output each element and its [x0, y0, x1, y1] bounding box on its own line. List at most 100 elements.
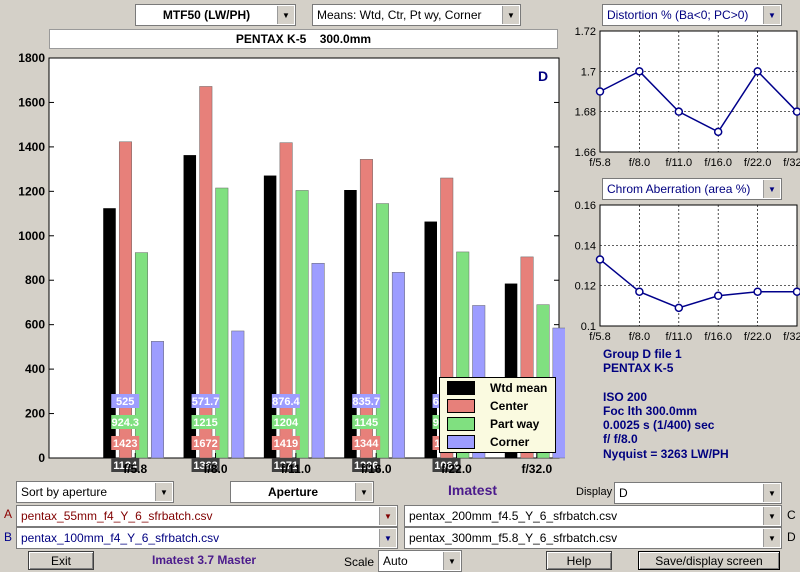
file-d-value: pentax_300mm_f5.8_Y_6_sfrbatch.csv: [409, 531, 618, 545]
image-info: Group D file 1 PENTAX K-5 ISO 200 Foc lt…: [603, 347, 729, 461]
x-tick-label: f/8.0: [629, 157, 650, 169]
y-tick-label: 400: [25, 362, 45, 376]
y-tick-label: 800: [25, 273, 45, 287]
data-point: [595, 87, 605, 96]
data-label: 1419: [274, 438, 298, 450]
file-c-value: pentax_200mm_f4.5_Y_6_sfrbatch.csv: [409, 509, 618, 523]
data-label: 1204: [274, 417, 299, 429]
data-point: [674, 107, 684, 116]
bar: [231, 330, 245, 459]
y-tick-label: 0.1: [581, 321, 596, 333]
x-tick-label: f/16.0: [361, 462, 392, 476]
x-tick-label: f/22.0: [441, 462, 472, 476]
file-a-select[interactable]: pentax_55mm_f4_Y_6_sfrbatch.csv ▼: [16, 505, 398, 527]
info-line: f/ f/8.0: [603, 432, 638, 447]
y-tick-label: 1400: [18, 140, 45, 154]
data-label-bg: [111, 458, 140, 472]
version-label: Imatest 3.7 Master: [152, 553, 257, 567]
data-label: 1672: [193, 438, 217, 450]
chevron-down-icon: ▼: [379, 529, 396, 547]
bar: [118, 141, 132, 459]
bar: [183, 155, 197, 458]
data-label: 571.7: [192, 396, 220, 408]
display-label: Display: [576, 486, 613, 498]
info-line: Foc lth 300.0mm: [603, 403, 698, 418]
info-line: [603, 376, 729, 390]
info-line: ISO 200: [603, 389, 648, 404]
legend-label-part: Part way: [490, 417, 540, 431]
y-tick-label: 200: [25, 407, 45, 421]
bar: [344, 190, 357, 458]
chart-title-box: PENTAX K-5 300.0mm: [49, 29, 558, 49]
y-tick-label: 0.14: [575, 240, 596, 252]
file-d-select[interactable]: pentax_300mm_f5.8_Y_6_sfrbatch.csv ▼: [404, 527, 782, 549]
info-line: 0.0025 s (1/400) sec: [603, 418, 715, 433]
sort-select[interactable]: Sort by aperture ▼: [16, 481, 174, 503]
data-label: 525: [116, 396, 134, 408]
x-tick-label: f/22.0: [744, 331, 772, 343]
chevron-down-icon: ▼: [379, 507, 396, 525]
file-c-select[interactable]: pentax_200mm_f4.5_Y_6_sfrbatch.csv ▼: [404, 505, 782, 527]
data-point: [713, 127, 723, 137]
data-point: [595, 255, 605, 264]
chevron-down-icon: ▼: [155, 483, 172, 501]
chevron-down-icon: ▼: [763, 507, 780, 525]
file-a-value: pentax_55mm_f4_Y_6_sfrbatch.csv: [21, 509, 213, 523]
chevron-down-icon: ▼: [443, 552, 460, 570]
ca-select[interactable]: Chrom Aberration (area %) ▼: [602, 178, 782, 200]
exit-button[interactable]: Exit: [28, 551, 94, 570]
chevron-down-icon: ▼: [355, 483, 372, 501]
metric-select[interactable]: MTF50 (LW/PH) ▼: [135, 4, 296, 26]
chevron-down-icon: ▼: [763, 484, 780, 502]
chart-legend: Wtd mean Center Part way Corner: [439, 377, 556, 453]
distortion-select[interactable]: Distortion % (Ba<0; PC>0) ▼: [602, 4, 782, 26]
data-label: 1363: [193, 460, 217, 472]
file-d-label: D: [787, 530, 796, 544]
data-point: [635, 287, 644, 296]
data-point: [674, 303, 684, 313]
legend-swatch-center: [447, 399, 475, 413]
x-tick-label: f/11.0: [281, 462, 311, 476]
x-tick-label: f/8.0: [629, 331, 650, 343]
scale-label: Scale: [344, 555, 375, 569]
y-tick-label: 0.12: [575, 281, 596, 293]
bar: [391, 272, 405, 459]
means-select[interactable]: Means: Wtd, Ctr, Pt wy, Corner ▼: [312, 4, 521, 26]
data-point: [753, 67, 762, 76]
save-display-button[interactable]: Save/display screen: [638, 551, 780, 570]
data-label: 924.3: [111, 417, 139, 429]
help-button[interactable]: Help: [546, 551, 612, 570]
x-tick-label: f/32.0: [521, 462, 552, 476]
scale-select[interactable]: Auto ▼: [378, 550, 462, 572]
bar: [311, 262, 325, 459]
metric-select-value: MTF50 (LW/PH): [162, 8, 251, 22]
plot-area: [599, 30, 798, 153]
x-tick-label: f/8.0: [204, 462, 228, 476]
display-select[interactable]: D ▼: [614, 482, 782, 504]
data-label: 835.7: [352, 396, 380, 408]
x-tick-label: f/11.0: [665, 157, 692, 169]
data-point: [635, 67, 644, 76]
y-tick-label: 1800: [18, 51, 45, 65]
x-tick-label: f/5.8: [123, 462, 147, 476]
y-tick-label: 1.68: [575, 107, 596, 119]
file-c-label: C: [787, 508, 796, 522]
file-b-select[interactable]: pentax_100mm_f4_Y_6_sfrbatch.csv ▼: [16, 527, 398, 549]
data-label: 1124: [113, 460, 138, 472]
series-line: [599, 258, 797, 309]
display-select-value: D: [619, 486, 628, 500]
y-tick-label: 0: [38, 451, 45, 465]
chevron-down-icon: ▼: [502, 6, 519, 24]
scale-select-value: Auto: [383, 554, 408, 568]
plot-area: [599, 204, 798, 327]
legend-label-center: Center: [490, 399, 529, 413]
chevron-down-icon: ▼: [763, 529, 780, 547]
group-select[interactable]: Aperture ▼: [230, 481, 374, 503]
distortion-select-value: Distortion % (Ba<0; PC>0): [607, 8, 749, 22]
y-tick-label: 1.66: [575, 147, 596, 159]
bar: [263, 175, 277, 459]
x-tick-label: f/16.0: [704, 331, 732, 343]
data-label-bg: [352, 394, 381, 408]
legend-swatch-wtd: [447, 381, 475, 395]
data-point: [713, 291, 723, 300]
